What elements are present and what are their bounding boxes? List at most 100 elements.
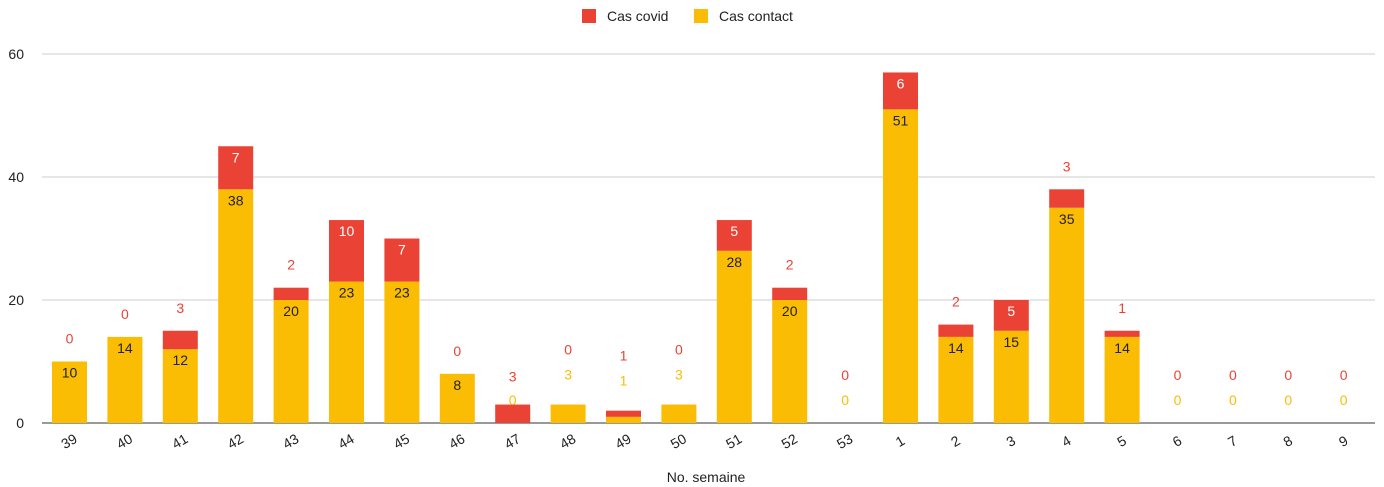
x-axis: 39 40 41 42 43 44 45 46 47 48 49 50 51 52 53 1 2 3 4 5 6 7 8 9: [58, 430, 1350, 452]
legend: Cas covid Cas contact: [582, 8, 793, 24]
bar-cas-contact-49: [606, 416, 641, 423]
bar-cas-contact-50: [661, 404, 697, 423]
gridlines: [42, 53, 1375, 424]
bar-cas-covid-41: [162, 330, 198, 350]
bar-cas-contact-43: [273, 300, 309, 423]
data-label-cas-contact-1: 51: [893, 112, 909, 128]
bar-cas-contact-51: [716, 250, 752, 423]
data-label-cas-contact-43: 20: [283, 303, 299, 319]
data-label-cas-covid-39: 0: [66, 331, 74, 347]
data-label-cas-covid-42: 7: [232, 149, 240, 165]
data-label-cas-contact-51: 28: [727, 254, 743, 270]
x-tick-label: 3: [1003, 432, 1018, 450]
bar-cas-contact-2: [938, 336, 974, 423]
bar-cas-contact-48: [550, 404, 586, 423]
data-label-cas-covid-44: 10: [339, 223, 355, 239]
legend-label-cas-contact: Cas contact: [719, 8, 793, 24]
data-label-cas-covid-2: 2: [952, 294, 960, 310]
data-label-cas-covid-5: 1: [1118, 300, 1126, 316]
data-label-cas-covid-49: 1: [620, 348, 628, 364]
data-label-cas-covid-1: 6: [897, 75, 905, 91]
data-label-cas-covid-9: 0: [1340, 367, 1348, 383]
bar-cas-contact-1: [883, 109, 918, 423]
data-label-cas-contact-45: 23: [394, 285, 410, 301]
data-label-cas-covid-48: 0: [564, 342, 572, 358]
y-tick-label: 60: [8, 46, 24, 62]
data-label-cas-contact-2: 14: [948, 340, 964, 356]
data-label-cas-covid-50: 0: [675, 342, 683, 358]
data-label-cas-contact-46: 8: [453, 377, 461, 393]
x-tick-label: 43: [280, 430, 302, 452]
x-tick-label: 44: [335, 430, 357, 452]
data-label-cas-contact-40: 14: [117, 340, 133, 356]
legend-label-cas-covid: Cas covid: [607, 8, 668, 24]
bar-cas-covid-47: [495, 404, 531, 423]
bar-cas-covid-43: [273, 287, 309, 300]
x-tick-label: 9: [1336, 432, 1351, 450]
bar-cas-covid-45: [384, 238, 420, 282]
x-tick-label: 49: [612, 430, 634, 452]
data-label-cas-covid-46: 0: [453, 343, 461, 359]
x-tick-label: 48: [557, 430, 579, 452]
bar-cas-covid-2: [938, 324, 974, 337]
y-axis: 0 20 40 60: [8, 46, 24, 431]
legend-swatch-cas-contact: [694, 9, 708, 23]
bars: [52, 72, 1140, 423]
x-tick-label: 50: [668, 430, 690, 452]
bar-cas-covid-4: [1049, 189, 1085, 208]
bar-cas-contact-44: [329, 281, 364, 423]
bar-cas-covid-44: [329, 220, 364, 282]
data-label-cas-covid-45: 7: [398, 242, 406, 258]
data-label-cas-contact-7: 0: [1229, 392, 1237, 408]
bar-cas-contact-46: [439, 373, 475, 423]
data-label-cas-covid-51: 5: [730, 223, 738, 239]
data-label-cas-contact-6: 0: [1174, 392, 1182, 408]
data-label-cas-contact-3: 15: [1004, 334, 1020, 350]
data-label-cas-covid-4: 3: [1063, 158, 1071, 174]
x-tick-label: 1: [893, 432, 908, 450]
data-label-cas-contact-48: 3: [564, 367, 572, 383]
x-tick-label: 39: [58, 430, 80, 452]
data-label-cas-contact-50: 3: [675, 367, 683, 383]
y-tick-label: 40: [8, 169, 24, 185]
x-tick-label: 52: [778, 430, 800, 452]
bar-cas-contact-45: [384, 281, 420, 423]
bar-cas-covid-49: [606, 410, 641, 417]
x-tick-label: 5: [1114, 432, 1129, 450]
data-label-cas-covid-3: 5: [1007, 303, 1015, 319]
data-label-cas-covid-52: 2: [786, 257, 794, 273]
data-label-cas-contact-42: 38: [228, 192, 244, 208]
data-label-cas-covid-41: 3: [176, 300, 184, 316]
x-tick-label: 8: [1280, 432, 1295, 450]
bar-cas-contact-40: [107, 336, 143, 423]
bar-cas-covid-1: [883, 72, 918, 110]
data-label-cas-contact-8: 0: [1284, 392, 1292, 408]
bar-cas-contact-4: [1049, 207, 1085, 423]
x-tick-label: 41: [169, 430, 191, 452]
bar-cas-covid-5: [1104, 330, 1140, 337]
bar-cas-contact-5: [1104, 336, 1140, 423]
data-label-cas-covid-53: 0: [841, 367, 849, 383]
data-label-cas-covid-47: 3: [509, 369, 517, 385]
x-tick-label: 40: [114, 430, 136, 452]
y-tick-label: 0: [16, 415, 24, 431]
bar-cas-covid-51: [716, 220, 752, 251]
data-label-cas-contact-44: 23: [339, 285, 355, 301]
data-label-cas-contact-4: 35: [1059, 211, 1075, 227]
y-tick-label: 20: [8, 292, 24, 308]
data-label-cas-contact-5: 14: [1114, 340, 1130, 356]
data-label-cas-contact-39: 10: [62, 365, 78, 381]
bar-cas-contact-39: [52, 361, 87, 423]
data-label-cas-contact-47: 0: [509, 392, 517, 408]
data-label-cas-contact-41: 12: [173, 352, 189, 368]
bar-cas-contact-41: [162, 349, 198, 423]
x-tick-label: 4: [1059, 432, 1074, 450]
data-label-cas-contact-52: 20: [782, 303, 798, 319]
x-tick-label: 45: [391, 430, 413, 452]
data-label-cas-covid-40: 0: [121, 306, 129, 322]
legend-swatch-cas-covid: [582, 9, 596, 23]
data-label-cas-covid-8: 0: [1284, 367, 1292, 383]
bar-cas-covid-52: [772, 287, 808, 300]
